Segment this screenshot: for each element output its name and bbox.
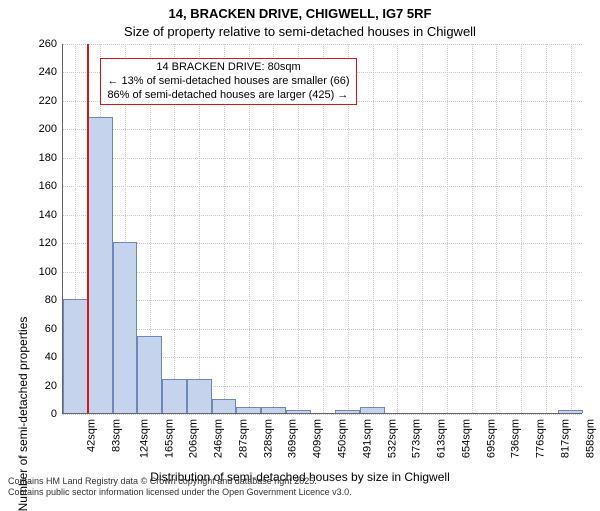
y-tick-label: 200	[39, 123, 57, 135]
x-tick-label: 42sqm	[86, 419, 98, 452]
gridline-vertical	[397, 44, 398, 413]
gridline-vertical	[373, 44, 374, 413]
x-tick-label: 165sqm	[163, 419, 175, 458]
y-tick-label: 260	[39, 38, 57, 50]
histogram-bar	[162, 379, 187, 413]
chart-title-line1: 14, BRACKEN DRIVE, CHIGWELL, IG7 5RF	[0, 6, 600, 21]
footer-attribution: Contains HM Land Registry data © Crown c…	[8, 476, 352, 498]
annotation-box: 14 BRACKEN DRIVE: 80sqm← 13% of semi-det…	[100, 58, 356, 105]
footer-line1: Contains HM Land Registry data © Crown c…	[8, 476, 352, 487]
chart-title-line2: Size of property relative to semi-detach…	[0, 24, 600, 39]
y-tick-label: 160	[39, 180, 57, 192]
histogram-bar	[63, 299, 88, 413]
histogram-bar	[113, 242, 138, 413]
gridline-vertical	[422, 44, 423, 413]
annotation-line: 14 BRACKEN DRIVE: 80sqm	[107, 61, 349, 75]
histogram-chart: 14, BRACKEN DRIVE, CHIGWELL, IG7 5RF Siz…	[0, 0, 600, 500]
gridline-vertical	[496, 44, 497, 413]
plot-area: 02040608010012014016018020022024026042sq…	[62, 44, 582, 414]
gridline-vertical	[571, 44, 572, 413]
x-tick-label: 124sqm	[138, 419, 150, 458]
annotation-line: 86% of semi-detached houses are larger (…	[107, 89, 349, 103]
histogram-bar	[212, 399, 237, 413]
x-tick-label: 613sqm	[436, 419, 448, 458]
x-tick-label: 736sqm	[510, 419, 522, 458]
gridline-vertical	[521, 44, 522, 413]
gridline-vertical	[447, 44, 448, 413]
x-tick-label: 654sqm	[460, 419, 472, 458]
y-tick-label: 100	[39, 266, 57, 278]
gridline-vertical	[546, 44, 547, 413]
y-tick-label: 40	[45, 351, 57, 363]
x-tick-label: 817sqm	[559, 419, 571, 458]
y-tick-label: 80	[45, 294, 57, 306]
x-tick-label: 369sqm	[287, 419, 299, 458]
x-tick-label: 328sqm	[262, 419, 274, 458]
y-tick-label: 220	[39, 95, 57, 107]
x-tick-label: 450sqm	[337, 419, 349, 458]
footer-line2: Contains public sector information licen…	[8, 487, 352, 498]
x-tick-label: 776sqm	[535, 419, 547, 458]
y-tick-label: 140	[39, 209, 57, 221]
gridline-horizontal	[63, 414, 582, 415]
x-tick-label: 246sqm	[213, 419, 225, 458]
x-tick-label: 287sqm	[238, 419, 250, 458]
y-tick-label: 20	[45, 380, 57, 392]
x-tick-label: 409sqm	[312, 419, 324, 458]
y-tick-label: 180	[39, 152, 57, 164]
x-tick-label: 532sqm	[386, 419, 398, 458]
x-tick-label: 206sqm	[188, 419, 200, 458]
histogram-bar	[137, 336, 162, 413]
histogram-bar	[558, 410, 583, 413]
property-marker-line	[87, 44, 89, 413]
annotation-line: ← 13% of semi-detached houses are smalle…	[107, 75, 349, 89]
y-tick-label: 120	[39, 237, 57, 249]
y-tick-label: 60	[45, 323, 57, 335]
histogram-bar	[286, 410, 311, 413]
x-tick-label: 573sqm	[411, 419, 423, 458]
gridline-vertical	[472, 44, 473, 413]
histogram-bar	[360, 407, 385, 413]
x-tick-label: 695sqm	[485, 419, 497, 458]
histogram-bar	[261, 407, 286, 413]
x-tick-label: 858sqm	[584, 419, 596, 458]
histogram-bar	[236, 407, 261, 413]
y-tick-label: 240	[39, 66, 57, 78]
y-tick-label: 0	[51, 408, 57, 420]
histogram-bar	[335, 410, 360, 413]
histogram-bar	[187, 379, 212, 413]
x-tick-label: 83sqm	[111, 419, 123, 452]
x-tick-label: 491sqm	[361, 419, 373, 458]
histogram-bar	[88, 117, 113, 413]
